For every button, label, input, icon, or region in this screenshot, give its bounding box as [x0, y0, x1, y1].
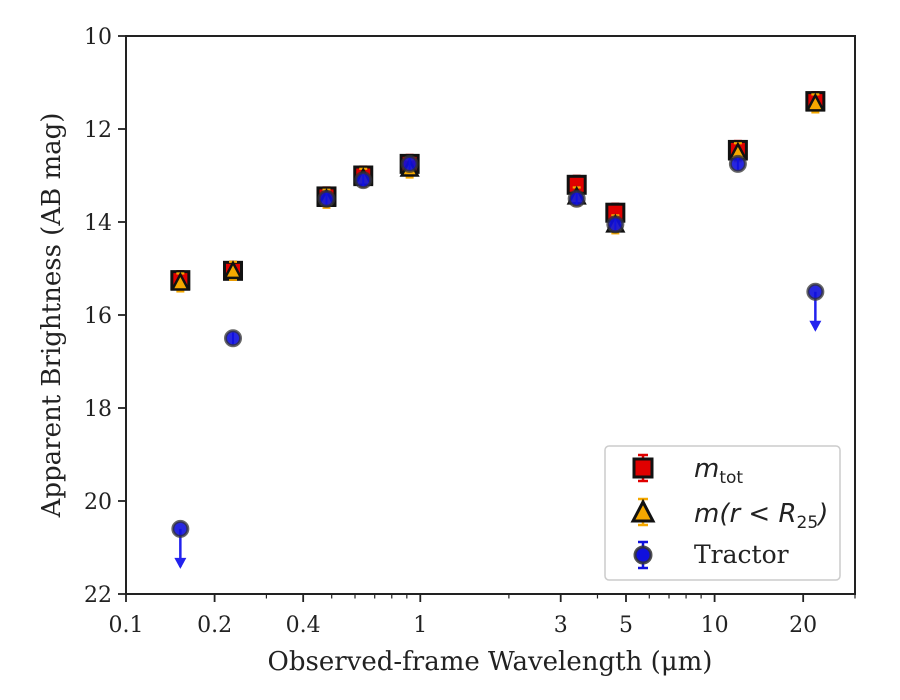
x-tick-label: 0.4	[286, 613, 321, 638]
y-tick-label: 20	[84, 490, 112, 515]
point-tractor	[317, 189, 336, 208]
plot-frame	[125, 35, 856, 595]
point-mr25	[805, 92, 826, 112]
y-tick-label: 14	[84, 211, 112, 236]
y-tick-label: 16	[84, 304, 112, 329]
point-tractor	[806, 282, 825, 301]
legend-marker-tractor	[633, 540, 653, 570]
ticks-layer: 0.1 0.2 0.4 1 3 5 10 20 10 12 14 16 18 20 22	[84, 25, 856, 638]
upper-limit-arrow	[809, 320, 822, 332]
marks-layer	[170, 90, 826, 569]
legend-label-mtot: mtot	[694, 454, 743, 488]
point-tractor	[354, 171, 373, 190]
legend-marker-mtot	[632, 453, 654, 483]
x-tick-label: 0.2	[197, 613, 232, 638]
x-tick-label: 1	[413, 613, 427, 638]
y-tick-label: 10	[84, 25, 112, 50]
x-tick-label: 0.1	[109, 613, 144, 638]
point-tractor	[606, 215, 625, 234]
x-tick-label: 3	[554, 613, 568, 638]
legend-box	[604, 445, 841, 581]
legend-label-tractor: Tractor	[694, 540, 789, 569]
point-tractor	[400, 154, 419, 173]
y-tick-label: 22	[84, 583, 112, 608]
series-1	[170, 92, 826, 293]
series-2	[171, 154, 825, 569]
point-tractor	[171, 519, 190, 538]
point-tractor	[728, 154, 747, 173]
legend-label-mr25: m(r < R25)	[694, 499, 828, 533]
legend: mtot m(r < R25) Tractor	[604, 445, 841, 581]
point-tractor	[224, 329, 243, 348]
y-axis-label: Apparent Brightness (AB mag)	[37, 113, 67, 519]
series-0	[170, 90, 826, 291]
x-axis-label: Observed-frame Wavelength (μm)	[268, 647, 713, 677]
point-mr25	[170, 271, 191, 291]
point-tractor	[567, 189, 586, 208]
x-tick-label: 10	[701, 613, 729, 638]
upper-limit-arrow	[174, 557, 187, 569]
y-tick-label: 18	[84, 397, 112, 422]
x-tick-label: 5	[619, 613, 633, 638]
point-mr25	[222, 260, 244, 280]
x-tick-label: 20	[789, 613, 817, 638]
legend-marker-mr25	[630, 497, 656, 527]
y-tick-label: 12	[84, 118, 112, 143]
